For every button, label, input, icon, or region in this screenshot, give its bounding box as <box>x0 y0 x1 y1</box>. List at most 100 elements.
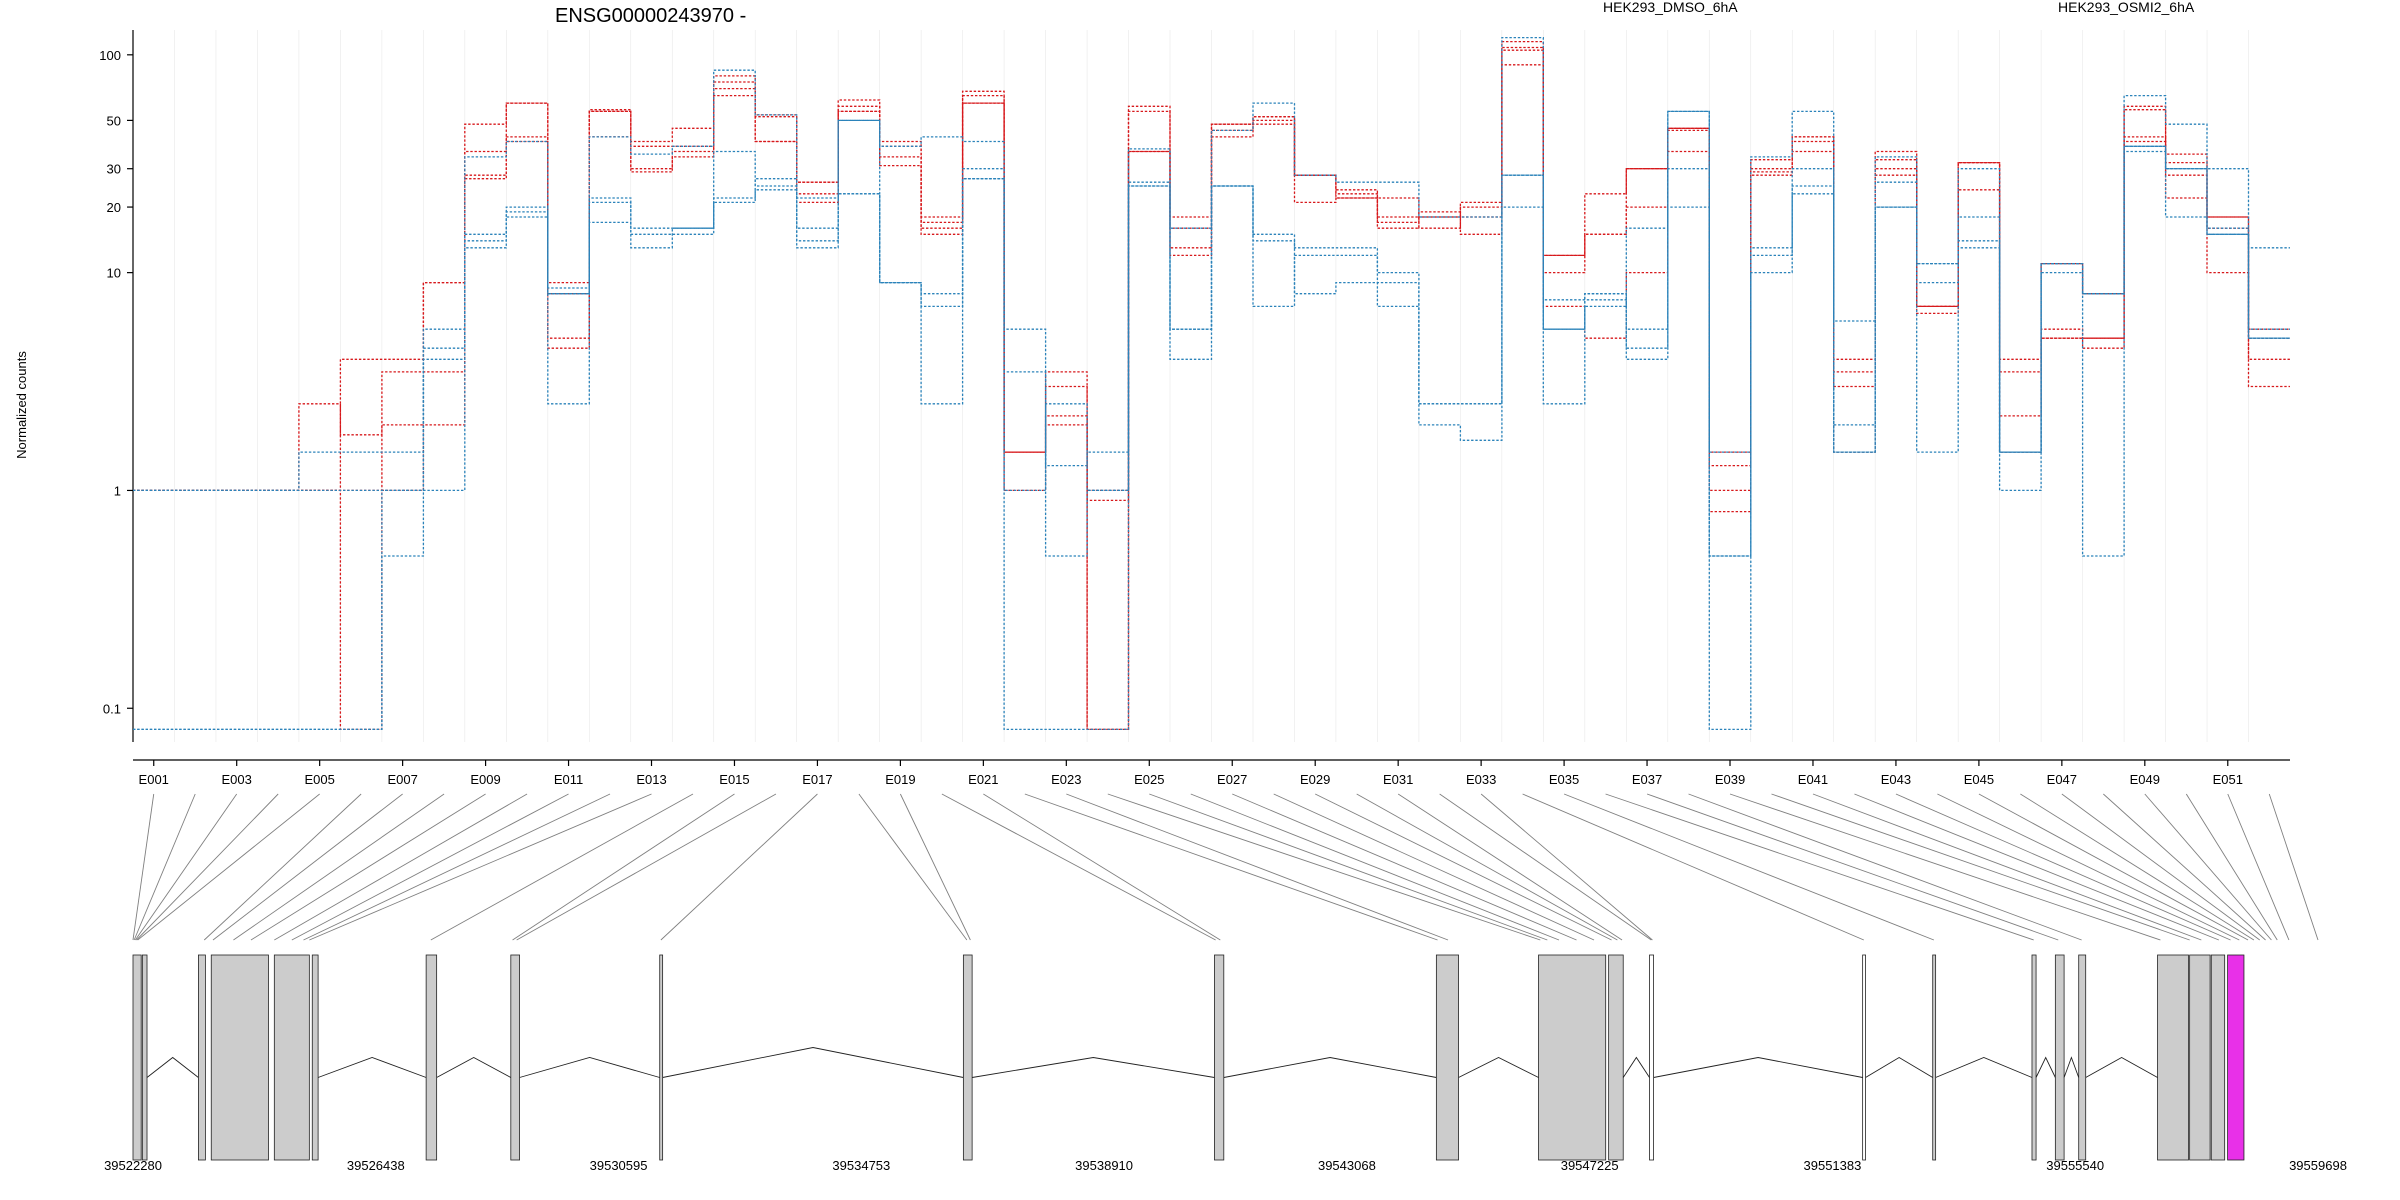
exon-connector <box>2103 793 2266 941</box>
coordinate-label: 39538910 <box>1075 1158 1133 1173</box>
exon-connector <box>858 793 968 941</box>
exon-connector <box>1895 793 2231 941</box>
exon-connector <box>1480 793 1653 941</box>
coordinate-label: 39522280 <box>104 1158 162 1173</box>
legend-dmso: HEK293_DMSO_6hA <box>1603 0 1738 15</box>
exon-block <box>2054 954 2065 1161</box>
exon-connector <box>134 793 238 941</box>
x-tick-label: E033 <box>1466 772 1496 787</box>
y-tick-label: 0.1 <box>103 701 121 716</box>
x-tick-label: E035 <box>1549 772 1579 787</box>
x-tick-label: E027 <box>1217 772 1247 787</box>
exon-block <box>1862 954 1866 1161</box>
x-tick-label: E003 <box>222 772 252 787</box>
intron <box>1865 1056 1933 1078</box>
exon-connector <box>983 793 1221 941</box>
exon-connector <box>137 793 320 941</box>
exon-block <box>425 954 438 1161</box>
x-tick-label: E005 <box>304 772 334 787</box>
exon-block <box>198 954 206 1161</box>
exon-block <box>1649 954 1654 1161</box>
x-tick-label: E001 <box>139 772 169 787</box>
exon-connector <box>132 793 155 941</box>
intron <box>317 1057 427 1078</box>
exon-connector <box>1149 793 1548 941</box>
exon-block <box>311 954 319 1161</box>
y-tick-label: 10 <box>107 266 121 281</box>
exon-connector <box>1522 793 1864 941</box>
coordinate-label: 39534753 <box>832 1158 890 1173</box>
x-tick-label: E021 <box>968 772 998 787</box>
x-tick-label: E029 <box>1300 772 1330 787</box>
x-tick-label: E007 <box>387 772 417 787</box>
intron <box>2085 1056 2158 1078</box>
exon-connector <box>660 793 818 941</box>
chart-title: ENSG00000243970 - <box>555 5 746 27</box>
exon-connector <box>303 793 611 941</box>
x-tick-label: E019 <box>885 772 915 787</box>
exon-connector <box>516 793 777 941</box>
intron <box>1458 1056 1539 1078</box>
exon-block <box>1608 954 1624 1161</box>
exon-connector <box>133 793 196 941</box>
y-tick-label: 1 <box>114 483 121 498</box>
exon-connector <box>1771 793 2190 941</box>
exon-connector <box>233 793 445 941</box>
x-tick-label: E037 <box>1632 772 1662 787</box>
coordinate-label: 39543068 <box>1318 1158 1376 1173</box>
intron <box>2063 1056 2080 1078</box>
exon-block <box>2189 954 2211 1161</box>
series-line-8 <box>133 145 2290 557</box>
exon-connector <box>1024 793 1438 941</box>
exon-connector <box>1854 793 2220 941</box>
x-tick-label: E043 <box>1881 772 1911 787</box>
intron <box>662 1047 964 1078</box>
exon-block <box>1932 954 1937 1161</box>
exon-block <box>210 954 269 1161</box>
exon-block <box>2078 954 2087 1161</box>
series-line-2 <box>133 40 2290 492</box>
x-tick-label: E025 <box>1134 772 1164 787</box>
exon-connector <box>250 793 486 941</box>
exon-block <box>132 954 142 1161</box>
exon-block <box>1214 954 1225 1161</box>
exon-connector <box>1397 793 1623 941</box>
gene-model <box>132 954 2245 1161</box>
series-line-3 <box>133 64 2290 502</box>
x-tick-label: E039 <box>1715 772 1745 787</box>
exon-connector <box>2268 793 2319 941</box>
exon-connector <box>1356 793 1618 941</box>
coordinate-label: 39530595 <box>590 1158 648 1173</box>
legend-osmi2: HEK293_OSMI2_6hA <box>2058 0 2195 15</box>
x-tick-label: E023 <box>1051 772 1081 787</box>
exon-connector <box>1937 793 2240 941</box>
x-tick-label: E015 <box>719 772 749 787</box>
coordinate-label: 39555540 <box>2046 1158 2104 1173</box>
intron <box>436 1056 512 1078</box>
exon-connector <box>1646 793 2059 941</box>
exon-block <box>273 954 310 1161</box>
coordinate-label: 39547225 <box>1561 1158 1619 1173</box>
exon-connector <box>1563 793 1935 941</box>
exon-connector <box>136 793 279 941</box>
exon-connector <box>2185 793 2278 941</box>
y-tick-label: 20 <box>107 200 121 215</box>
exon-connector <box>291 793 569 941</box>
genomic-coordinates: 39522280 39526438 39530595 39534753 39538910… <box>104 1158 2347 1173</box>
exon-block <box>141 954 148 1161</box>
intron <box>972 1057 1215 1078</box>
highlighted-exon <box>2227 954 2245 1161</box>
x-tick-label: E049 <box>2130 772 2160 787</box>
y-tick-label: 30 <box>107 162 121 177</box>
x-tick-label: E011 <box>554 772 583 787</box>
exon-connector <box>2227 793 2290 941</box>
x-tick-label: E041 <box>1798 772 1828 787</box>
exon-connector <box>1605 793 2034 941</box>
exon-connector <box>203 793 362 941</box>
exon-connector <box>1232 793 1577 941</box>
x-tick-label: E017 <box>802 772 832 787</box>
x-tick-label: E047 <box>2047 772 2077 787</box>
exon-block <box>659 954 664 1161</box>
exon-block <box>1435 954 1459 1161</box>
intron <box>2035 1056 2056 1078</box>
